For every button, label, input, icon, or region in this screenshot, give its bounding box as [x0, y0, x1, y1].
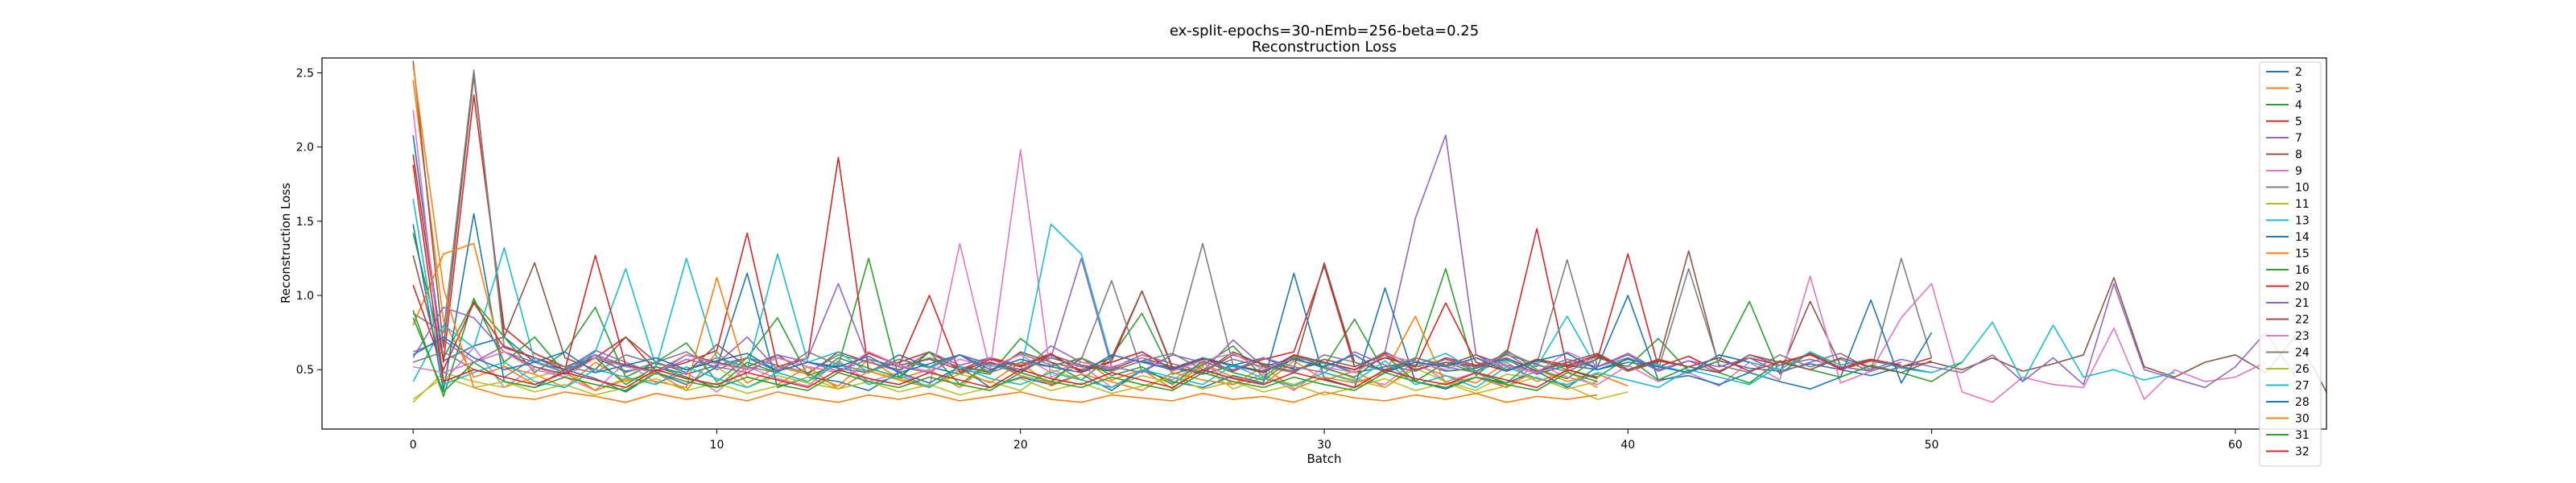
y-tick-label: 2.0 — [296, 142, 314, 155]
legend-label-31: 31 — [2295, 429, 2310, 442]
legend-label-13: 13 — [2295, 215, 2310, 228]
legend-label-27: 27 — [2295, 380, 2310, 393]
legend-label-22: 22 — [2295, 314, 2310, 327]
x-tick-label: 30 — [1317, 439, 1331, 452]
y-tick-label: 1.5 — [296, 216, 314, 229]
legend-label-15: 15 — [2295, 248, 2310, 261]
legend-label-32: 32 — [2295, 446, 2310, 459]
legend-label-14: 14 — [2295, 231, 2310, 244]
chart-subtitle: Reconstruction Loss — [1252, 39, 1397, 56]
x-axis-label: Batch — [1307, 452, 1341, 466]
legend-label-23: 23 — [2295, 330, 2310, 343]
series-line-30 — [412, 65, 1598, 403]
x-tick-label: 60 — [2228, 439, 2243, 452]
series-line-24 — [412, 351, 1598, 378]
chart-title: ex-split-epochs=30-nEmb=256-beta=0.25 — [1170, 23, 1479, 39]
y-axis-ticks: 0.5 1.0 1.5 2.0 2.5 — [296, 67, 322, 377]
legend-label-4: 4 — [2295, 99, 2302, 112]
legend-label-3: 3 — [2295, 83, 2302, 96]
legend-label-30: 30 — [2295, 413, 2310, 426]
x-tick-label: 10 — [710, 439, 724, 452]
legend-label-9: 9 — [2295, 165, 2302, 178]
y-tick-label: 1.0 — [296, 290, 314, 303]
legend-label-21: 21 — [2295, 297, 2310, 310]
series-line-26 — [412, 376, 1598, 400]
plot-area — [412, 60, 2327, 403]
series-line-31 — [412, 317, 1598, 393]
series-line-32 — [412, 164, 1598, 389]
series-line-14 — [412, 213, 1933, 393]
y-tick-label: 2.5 — [296, 67, 314, 80]
series-line-21 — [412, 258, 2297, 389]
x-tick-label: 20 — [1013, 439, 1028, 452]
legend-label-26: 26 — [2295, 363, 2310, 376]
legend-label-2: 2 — [2295, 66, 2302, 79]
legend-label-11: 11 — [2295, 198, 2310, 211]
legend-label-10: 10 — [2295, 182, 2310, 195]
legend-box — [2259, 61, 2322, 467]
legend-label-5: 5 — [2295, 116, 2302, 129]
legend-label-24: 24 — [2295, 347, 2310, 360]
x-tick-label: 40 — [1620, 439, 1635, 452]
series-line-23 — [413, 351, 1598, 378]
legend-label-28: 28 — [2295, 396, 2310, 409]
x-axis-ticks: 0 10 20 30 40 50 60 — [410, 429, 2243, 452]
legend-label-16: 16 — [2295, 264, 2310, 277]
x-tick-label: 0 — [410, 439, 417, 452]
series-line-28 — [412, 336, 1750, 374]
legend: 2345789101113141516202122232426272830313… — [2259, 61, 2322, 467]
x-tick-label: 50 — [1925, 439, 1939, 452]
y-tick-label: 0.5 — [296, 364, 314, 377]
legend-label-8: 8 — [2295, 149, 2302, 162]
y-axis-label: Reconstruction Loss — [279, 183, 293, 303]
series-line-11 — [412, 365, 1629, 403]
legend-label-7: 7 — [2295, 132, 2302, 145]
legend-label-20: 20 — [2295, 281, 2310, 294]
